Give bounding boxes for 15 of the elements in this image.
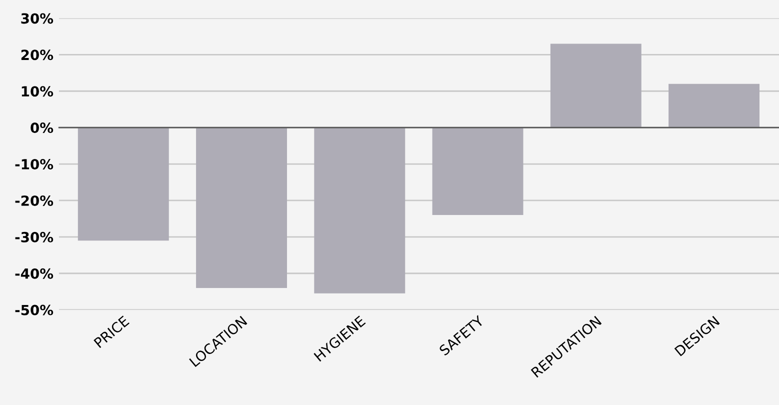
y-tick-label: 30% — [21, 13, 54, 24]
bar — [668, 84, 760, 128]
bar — [314, 128, 406, 294]
bar — [432, 128, 524, 216]
y-tick-label: -40% — [15, 268, 54, 279]
y-tick-label: 0% — [30, 122, 54, 134]
y-tick-label: -30% — [15, 232, 54, 242]
y-tick-label: -50% — [15, 304, 54, 316]
y-tick-label: 10% — [22, 86, 54, 97]
y-tick-label: -10% — [15, 158, 54, 170]
bar — [78, 128, 169, 241]
y-tick-label: -20% — [15, 195, 54, 206]
bar — [550, 44, 642, 128]
y-tick-label: 20% — [21, 50, 54, 60]
bar — [196, 128, 287, 288]
